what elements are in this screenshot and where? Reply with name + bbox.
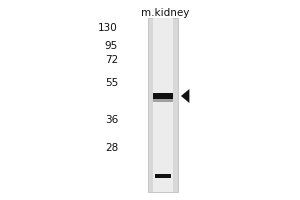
Bar <box>153 99 173 102</box>
Polygon shape <box>181 89 189 103</box>
Text: 36: 36 <box>105 115 118 125</box>
Bar <box>153 18 173 192</box>
Text: m.kidney: m.kidney <box>141 8 189 18</box>
Bar <box>153 93 173 99</box>
Bar <box>148 18 178 192</box>
Text: 72: 72 <box>105 55 118 65</box>
Text: 130: 130 <box>98 23 118 33</box>
Text: 28: 28 <box>105 143 118 153</box>
Text: 55: 55 <box>105 78 118 88</box>
Text: 95: 95 <box>105 41 118 51</box>
Bar <box>155 174 171 178</box>
